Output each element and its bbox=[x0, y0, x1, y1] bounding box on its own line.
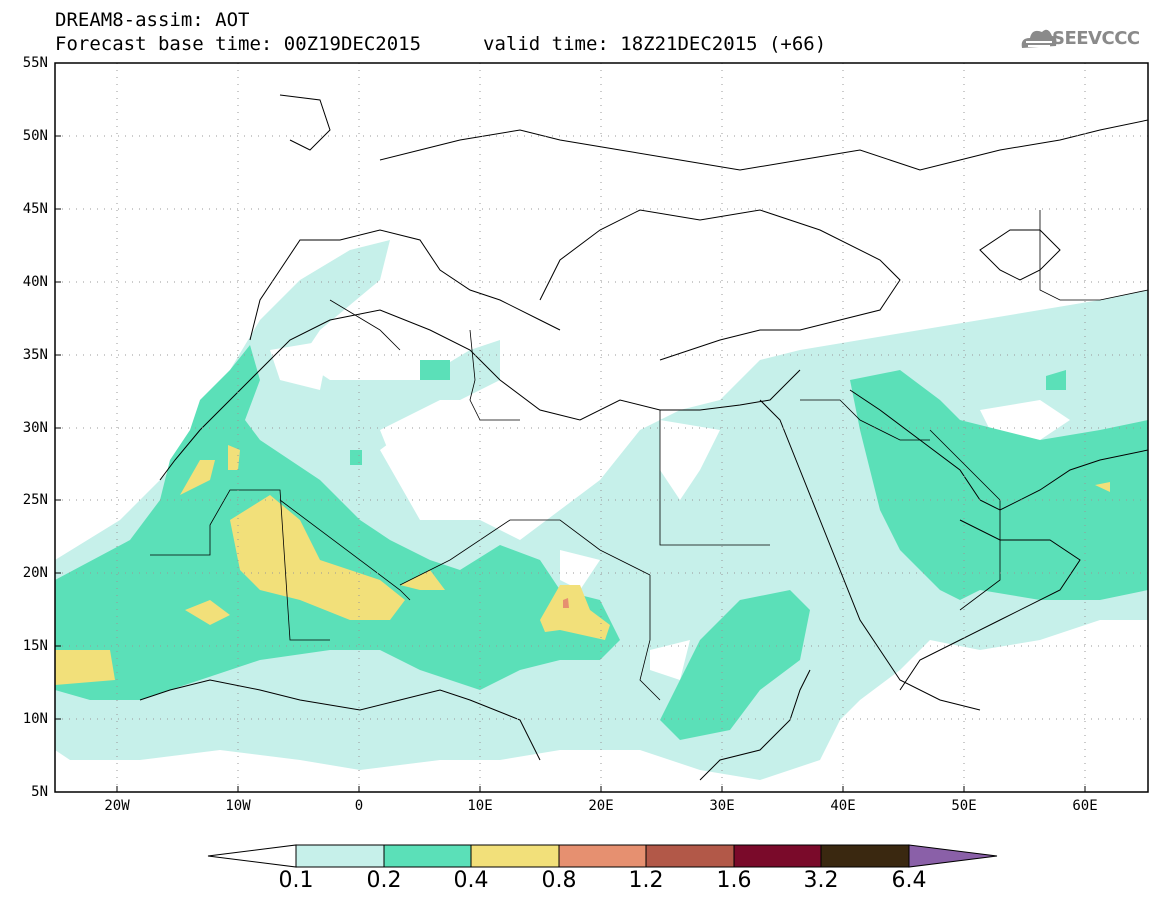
lat-label-20n: 20N bbox=[22, 565, 48, 581]
valid-time: valid time: 18Z21DEC2015 (+66) bbox=[483, 33, 827, 55]
lat-lon-grid bbox=[55, 63, 1148, 792]
lat-label-35n: 35N bbox=[22, 347, 48, 363]
lon-label-60e: 60E bbox=[1072, 798, 1098, 814]
map-title: DREAM8-assim: AOT bbox=[55, 9, 250, 31]
lat-label-5n: 5N bbox=[31, 784, 48, 800]
colorbar-label: 0.8 bbox=[541, 868, 577, 893]
cloud-logo-icon bbox=[1021, 29, 1057, 48]
lat-label-30n: 30N bbox=[22, 420, 48, 436]
lon-label-20e: 20E bbox=[588, 798, 614, 814]
colorbar-label: 3.2 bbox=[803, 868, 839, 893]
lat-label-50n: 50N bbox=[22, 128, 48, 144]
logo-text: SEEVCCC bbox=[1052, 28, 1140, 49]
colorbar-label: 0.1 bbox=[278, 868, 314, 893]
lon-label-10e: 10E bbox=[467, 798, 493, 814]
lon-label-40e: 40E bbox=[830, 798, 856, 814]
lon-label-0: 0 bbox=[354, 798, 364, 814]
lon-label-20w: 20W bbox=[104, 798, 130, 814]
colorbar-high-arrow bbox=[908, 844, 998, 868]
lon-label-10w: 10W bbox=[225, 798, 251, 814]
colorbar-label: 0.2 bbox=[366, 868, 402, 893]
lat-label-15n: 15N bbox=[22, 638, 48, 654]
colorbar-label: 0.4 bbox=[453, 868, 489, 893]
colorbar-label: 1.2 bbox=[628, 868, 664, 893]
colorbar-label: 1.6 bbox=[716, 868, 752, 893]
lon-label-30e: 30E bbox=[709, 798, 735, 814]
lat-label-55n: 55N bbox=[22, 55, 48, 71]
colorbar-low-arrow bbox=[207, 844, 297, 868]
lat-label-10n: 10N bbox=[22, 711, 48, 727]
lat-label-25n: 25N bbox=[22, 492, 48, 508]
colorbar bbox=[207, 844, 998, 868]
colorbar-label: 6.4 bbox=[891, 868, 927, 893]
aot-contour-0.4 bbox=[55, 445, 1110, 685]
forecast-base-time: Forecast base time: 00Z19DEC2015 bbox=[55, 33, 422, 55]
lat-label-40n: 40N bbox=[22, 274, 48, 290]
lat-label-45n: 45N bbox=[22, 201, 48, 217]
lon-label-50e: 50E bbox=[951, 798, 977, 814]
